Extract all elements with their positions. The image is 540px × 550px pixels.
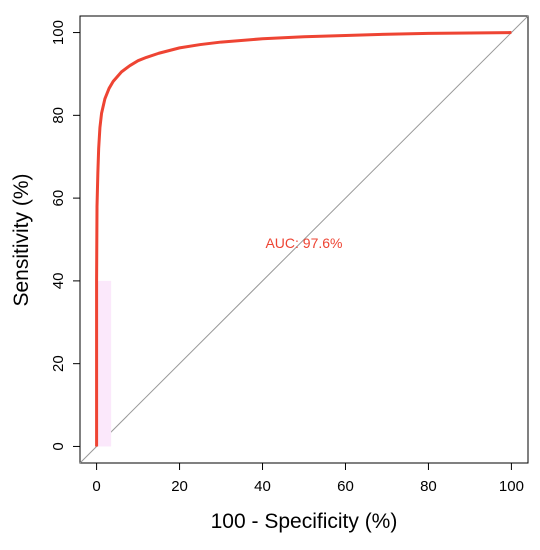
reference-diagonal-line (79, 15, 529, 464)
x-tick-label: 60 (337, 478, 354, 495)
y-tick-label: 80 (50, 107, 67, 124)
x-axis-ticks: 0 20 40 60 80 100 (92, 463, 524, 495)
y-tick-label: 100 (50, 20, 67, 45)
y-tick-label: 40 (50, 273, 67, 290)
plot-frame (79, 15, 529, 464)
x-axis-title: 100 - Specificity (%) (211, 510, 398, 533)
x-tick-label: 0 (92, 478, 100, 495)
x-tick-label: 20 (171, 478, 188, 495)
y-tick-label: 20 (50, 355, 67, 372)
y-axis-title: Sensitivity (%) (10, 173, 33, 306)
x-tick-label: 100 (499, 478, 524, 495)
y-axis-ticks: 0 20 40 60 80 100 (50, 20, 80, 451)
auc-annotation: AUC: 97.6% (265, 235, 342, 251)
x-tick-label: 40 (254, 478, 271, 495)
y-tick-label: 0 (50, 442, 67, 450)
x-tick-label: 80 (420, 478, 437, 495)
roc-curve-line (95, 31, 512, 447)
curve-fill-band (96, 280, 112, 447)
y-tick-label: 60 (50, 190, 67, 207)
